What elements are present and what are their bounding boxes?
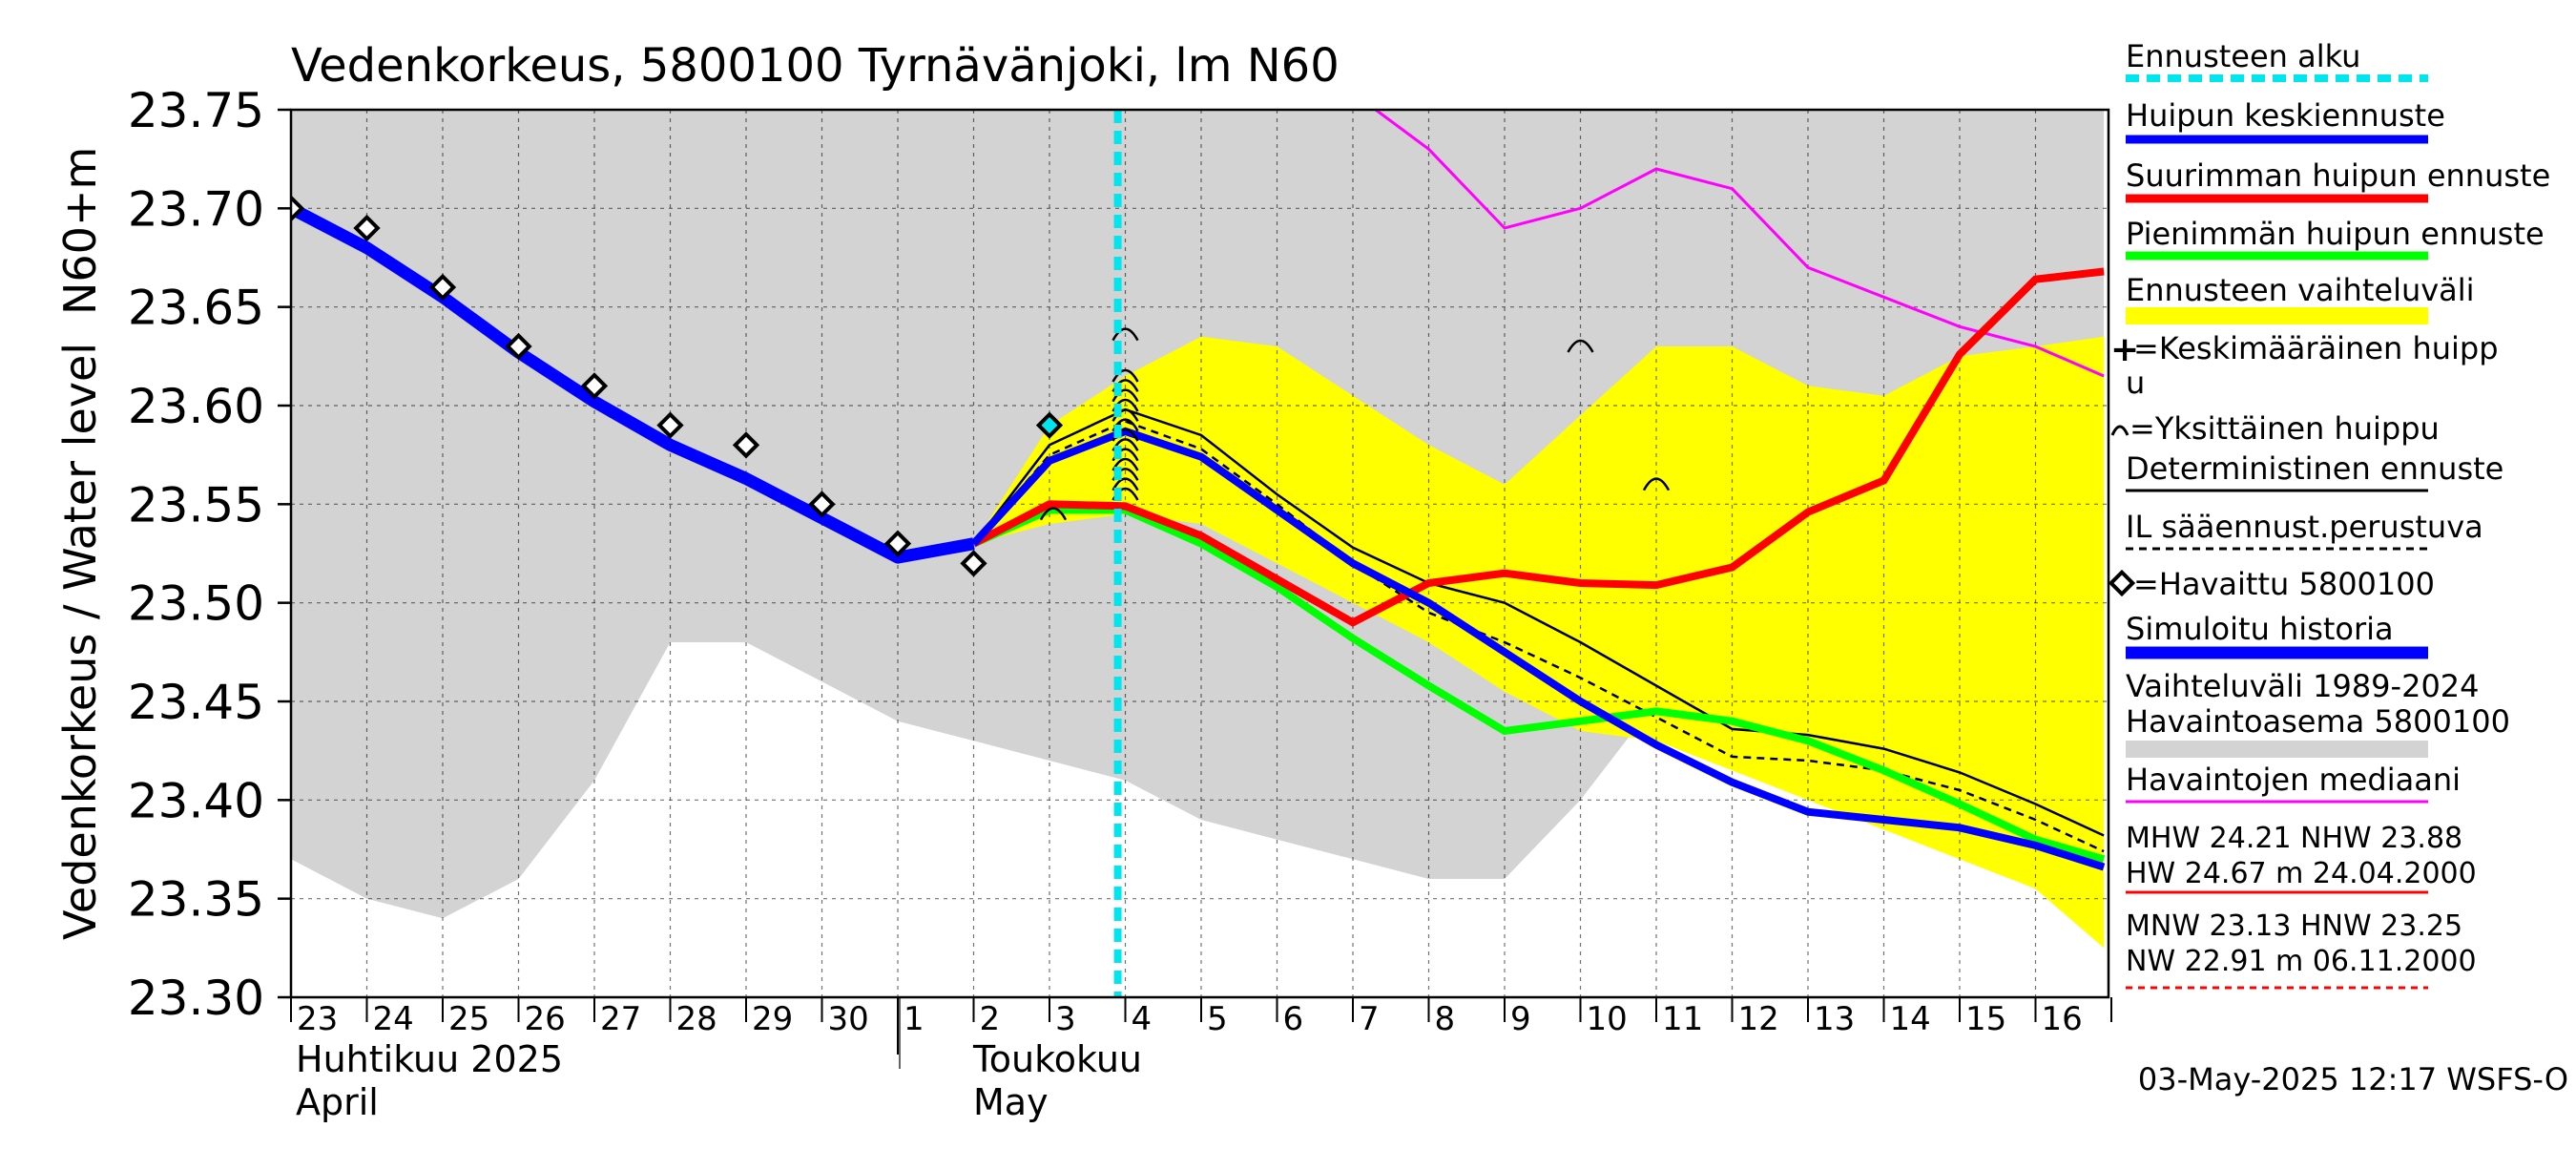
x-day-label: 16	[2042, 1000, 2083, 1038]
footer-timestamp: 03-May-2025 12:17 WSFS-O	[2138, 1061, 2568, 1097]
y-tick-label: 23.55	[128, 477, 264, 533]
observed-point	[428, 273, 457, 302]
legend-stats-line-1: MHW 24.21 NHW 23.88	[2126, 822, 2462, 855]
y-tick-label: 23.50	[128, 576, 264, 632]
legend: Ennusteen alku Huipun keskiennuste Suuri…	[2108, 38, 2550, 990]
individual-peak-marker	[1111, 327, 1139, 342]
observed-point	[291, 195, 305, 222]
y-tick-label: 23.45	[128, 675, 264, 730]
x-day-label: 2	[980, 1000, 1001, 1038]
x-day-label: 6	[1283, 1000, 1304, 1038]
observed-point	[960, 550, 987, 577]
observed-point	[732, 431, 760, 459]
observed-point	[883, 530, 912, 557]
legend-stats-line-4: NW 22.91 m 06.11.2000	[2126, 945, 2477, 978]
individual-peak-marker	[1111, 408, 1139, 422]
individual-peak-marker	[1567, 339, 1594, 353]
plot-clip-group	[291, 110, 2109, 997]
x-day-label: 28	[676, 1000, 717, 1038]
legend-range-label-a: Vaihteluväli 1989-2024	[2126, 668, 2480, 704]
individual-peak-marker	[1039, 507, 1068, 521]
legend-range-swatch	[2126, 741, 2428, 758]
x-day-label: 12	[1738, 1000, 1779, 1038]
x-day-label: 23	[297, 1000, 338, 1038]
mean-peak-forecast-line	[970, 427, 2106, 871]
individual-peak-marker	[1111, 388, 1139, 403]
legend-il-forecast-label: IL sääennust.perustuva	[2126, 509, 2483, 545]
plot-frame	[289, 108, 2110, 999]
legend-median-label: Havaintojen mediaani	[2126, 762, 2461, 798]
month-label-april-fi: Huhtikuu 2025	[296, 1038, 563, 1080]
x-day-label: 24	[373, 1000, 414, 1038]
individual-peak-marker	[1642, 477, 1671, 491]
x-day-label: 30	[828, 1000, 869, 1038]
legend-observed-diamond-icon	[2108, 569, 2136, 597]
observed-point	[353, 214, 381, 242]
individual-peak-marker	[1111, 368, 1139, 383]
y-tick-label: 23.30	[128, 971, 264, 1026]
x-day-label: 14	[1890, 1000, 1931, 1038]
legend-min-peak-label: Pienimmän huipun ennuste	[2126, 216, 2545, 252]
max-peak-forecast-line	[971, 267, 2105, 627]
simulated-history-line	[291, 202, 975, 564]
legend-forecast-range-swatch	[2126, 307, 2428, 324]
individual-peak-marker	[1111, 477, 1139, 491]
x-day-label: 5	[1207, 1000, 1228, 1038]
y-tick-label: 23.70	[128, 181, 264, 237]
legend-forecast-range-label: Ennusteen vaihteluväli	[2126, 272, 2475, 308]
y-tick-label: 23.35	[128, 872, 264, 928]
legend-stats-line-3: MNW 23.13 HNW 23.25	[2126, 909, 2462, 943]
x-day-label: 11	[1662, 1000, 1703, 1038]
axes: 23.30 23.35 23.40 23.45 23.50 23.55 23.60 23.65…	[128, 83, 2112, 1069]
x-day-label: 25	[448, 1000, 489, 1038]
plot-area	[291, 110, 2109, 997]
y-axis-title-top: N60+m	[54, 147, 106, 315]
legend-range-label-b: Havaintoasema 5800100	[2126, 703, 2510, 740]
observed-point	[580, 372, 609, 400]
month-label-may-en: May	[973, 1081, 1049, 1123]
legend-peak-arc-icon	[2110, 425, 2129, 436]
x-day-label: 27	[600, 1000, 641, 1038]
legend-mean-peak-label: Huipun keskiennuste	[2126, 97, 2445, 134]
legend-observed-label: =Havaittu 5800100	[2133, 566, 2435, 602]
legend-simulated-label: Simuloitu historia	[2126, 611, 2394, 647]
legend-individual-peak-label: =Yksittäinen huippu	[2129, 410, 2440, 447]
legend-stats-line-2: HW 24.67 m 24.04.2000	[2126, 857, 2477, 890]
x-day-label: 7	[1359, 1000, 1380, 1038]
legend-max-peak-label: Suurimman huipun ennuste	[2126, 157, 2550, 194]
y-tick-label: 23.65	[128, 281, 264, 336]
legend-forecast-start-label: Ennusteen alku	[2126, 38, 2360, 74]
month-label-april-en: April	[296, 1081, 379, 1123]
legend-mean-peak-marker-label-a: =Keskimääräinen huipp	[2133, 330, 2499, 366]
x-day-label: 9	[1510, 1000, 1531, 1038]
x-day-label: 26	[525, 1000, 566, 1038]
y-tick-label: 23.60	[128, 379, 264, 434]
x-day-label: 15	[1965, 1000, 2006, 1038]
legend-mean-peak-marker-label-b: u	[2126, 365, 2145, 401]
observed-point	[656, 411, 684, 439]
legend-deterministic-label: Deterministinen ennuste	[2126, 450, 2503, 487]
observed-point	[1035, 411, 1064, 439]
y-tick-label: 23.75	[128, 83, 264, 138]
observed-point	[505, 332, 532, 361]
chart-title: Vedenkorkeus, 5800100 Tyrnävänjoki, lm N…	[291, 39, 1340, 93]
x-day-label: 10	[1587, 1000, 1628, 1038]
month-label-may-fi: Toukokuu	[972, 1038, 1142, 1080]
x-day-label: 8	[1435, 1000, 1456, 1038]
x-day-label: 13	[1814, 1000, 1855, 1038]
x-day-label: 1	[904, 1000, 924, 1038]
y-axis-title-bottom: Vedenkorkeus / Water level	[54, 343, 106, 940]
il-forecast-line	[972, 420, 2105, 853]
min-peak-forecast-line	[971, 506, 2106, 864]
deterministic-forecast-line	[972, 407, 2105, 837]
observed-point	[808, 491, 836, 518]
y-tick-label: 23.40	[128, 773, 264, 828]
x-day-label: 3	[1055, 1000, 1076, 1038]
legend-plus-icon: +	[2110, 330, 2139, 369]
x-day-label: 4	[1132, 1000, 1153, 1038]
x-day-label: 29	[752, 1000, 793, 1038]
